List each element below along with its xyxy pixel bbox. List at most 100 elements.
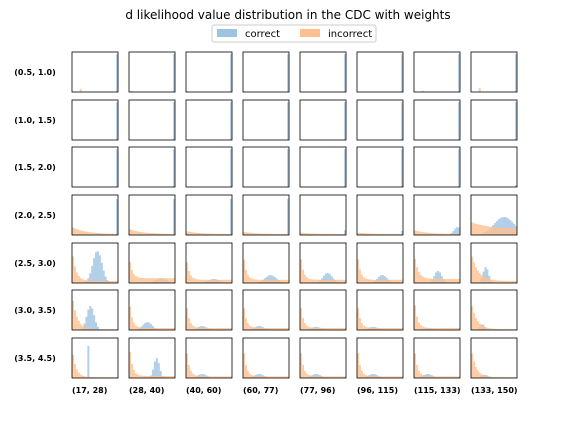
histogram-bar-incorrect (281, 376, 284, 378)
histogram-bar-incorrect (324, 233, 327, 235)
histogram-bar-incorrect (193, 232, 196, 235)
row-label: (2.0, 2.5) (14, 211, 55, 220)
histogram-bar-incorrect (324, 376, 327, 378)
panel-frame (185, 146, 233, 188)
histogram-bar-incorrect (360, 233, 363, 235)
histogram-bar-incorrect (307, 374, 310, 378)
histogram-bar-incorrect (383, 376, 386, 378)
column-label: (60, 77) (243, 386, 278, 395)
histogram-bar-incorrect (303, 370, 306, 378)
histogram-bar-incorrect (186, 308, 189, 330)
histogram-bar-incorrect (332, 327, 335, 330)
panel-background (357, 290, 403, 330)
histogram-bar-incorrect (448, 278, 451, 283)
histogram-bar-incorrect (472, 262, 475, 283)
histogram-bar-incorrect (417, 370, 420, 378)
panel-background (243, 338, 289, 378)
histogram-bar-incorrect (106, 233, 109, 235)
histogram-bar-incorrect (243, 353, 246, 378)
histogram-bar-correct (454, 228, 457, 235)
histogram-bar-incorrect (452, 376, 455, 378)
histogram-bar-incorrect (73, 228, 76, 235)
histogram-bar-incorrect (77, 372, 80, 378)
histogram-bar-incorrect (150, 375, 153, 378)
histogram-bar-correct (116, 199, 119, 235)
histogram-bar-incorrect (216, 279, 219, 283)
histogram-bar-incorrect (429, 376, 432, 378)
histogram-bar-correct (104, 276, 107, 283)
histogram-bar-incorrect (283, 328, 286, 330)
histogram-bar-incorrect (106, 329, 109, 330)
panel-frame (299, 194, 347, 236)
histogram-bar-incorrect (266, 233, 269, 235)
panel-frame (71, 146, 119, 188)
panel-frame (242, 337, 290, 379)
histogram-bar-correct (153, 361, 156, 378)
histogram-bar-incorrect (385, 279, 388, 283)
histogram-bar-incorrect (307, 278, 310, 283)
histogram-bar-incorrect (401, 328, 404, 330)
histogram-bar-incorrect (358, 364, 361, 378)
histogram-bar-incorrect (492, 328, 495, 330)
histogram-bar-incorrect (340, 279, 343, 283)
panel-frame (299, 99, 347, 141)
histogram-bar-incorrect (454, 376, 457, 378)
histogram-bar-incorrect (505, 280, 508, 283)
histogram-bar-incorrect (454, 233, 457, 235)
panel-background (414, 52, 460, 92)
histogram-bar-incorrect (448, 327, 451, 330)
histogram-bar-incorrect (163, 327, 166, 330)
histogram-bar-incorrect (458, 234, 461, 235)
histogram-bar-incorrect (110, 233, 113, 235)
panel-frame (242, 242, 290, 284)
histogram-bar-incorrect (148, 278, 151, 283)
histogram-bar-incorrect (138, 277, 141, 283)
histogram-bar-incorrect (427, 376, 430, 378)
histogram-bar-incorrect (370, 327, 373, 330)
histogram-bar-incorrect (315, 233, 318, 235)
histogram-bar-incorrect (358, 318, 361, 330)
histogram-bar-incorrect (173, 328, 176, 330)
panel-frame (356, 289, 404, 331)
histogram-bar-incorrect (262, 233, 265, 235)
histogram-bar-incorrect (209, 279, 212, 283)
histogram-bar-correct (256, 374, 259, 378)
histogram-bar-incorrect (81, 375, 84, 378)
panel-background (129, 52, 175, 92)
histogram-bar-incorrect (383, 233, 386, 235)
histogram-bar-incorrect (142, 327, 145, 330)
histogram-bar-incorrect (98, 329, 101, 330)
histogram-bar-incorrect (385, 376, 388, 378)
histogram-bar-incorrect (271, 279, 274, 283)
histogram-bar-incorrect (452, 327, 455, 330)
histogram-bar-incorrect (95, 329, 98, 330)
histogram-bar-incorrect (309, 279, 312, 283)
histogram-bar-incorrect (378, 327, 381, 330)
histogram-bar-incorrect (96, 233, 99, 235)
histogram-bar-incorrect (171, 233, 174, 235)
histogram-bar-incorrect (372, 327, 375, 330)
histogram-bar-incorrect (110, 280, 113, 283)
histogram-bar-incorrect (197, 232, 200, 235)
histogram-bar-incorrect (515, 228, 518, 235)
histogram-bar-incorrect (98, 377, 101, 378)
histogram-bar-correct (344, 230, 347, 235)
histogram-bar-incorrect (108, 377, 111, 378)
histogram-panel (299, 242, 347, 284)
histogram-bar-incorrect (167, 233, 170, 235)
histogram-bar-incorrect (269, 279, 272, 283)
histogram-bar-incorrect (191, 373, 194, 378)
panel-background (471, 52, 517, 92)
panel-frame (242, 146, 290, 188)
histogram-bar-incorrect (79, 323, 82, 330)
histogram-panel (299, 289, 347, 331)
histogram-bar-correct (95, 322, 98, 330)
histogram-bar-incorrect (191, 232, 194, 235)
histogram-bar-incorrect (389, 376, 392, 378)
histogram-bar-incorrect (372, 279, 375, 283)
histogram-bar-incorrect (474, 366, 477, 378)
histogram-bar-incorrect (440, 327, 443, 330)
histogram-bar-incorrect (328, 279, 331, 283)
histogram-bar-incorrect (374, 279, 377, 283)
histogram-bar-incorrect (129, 229, 132, 235)
